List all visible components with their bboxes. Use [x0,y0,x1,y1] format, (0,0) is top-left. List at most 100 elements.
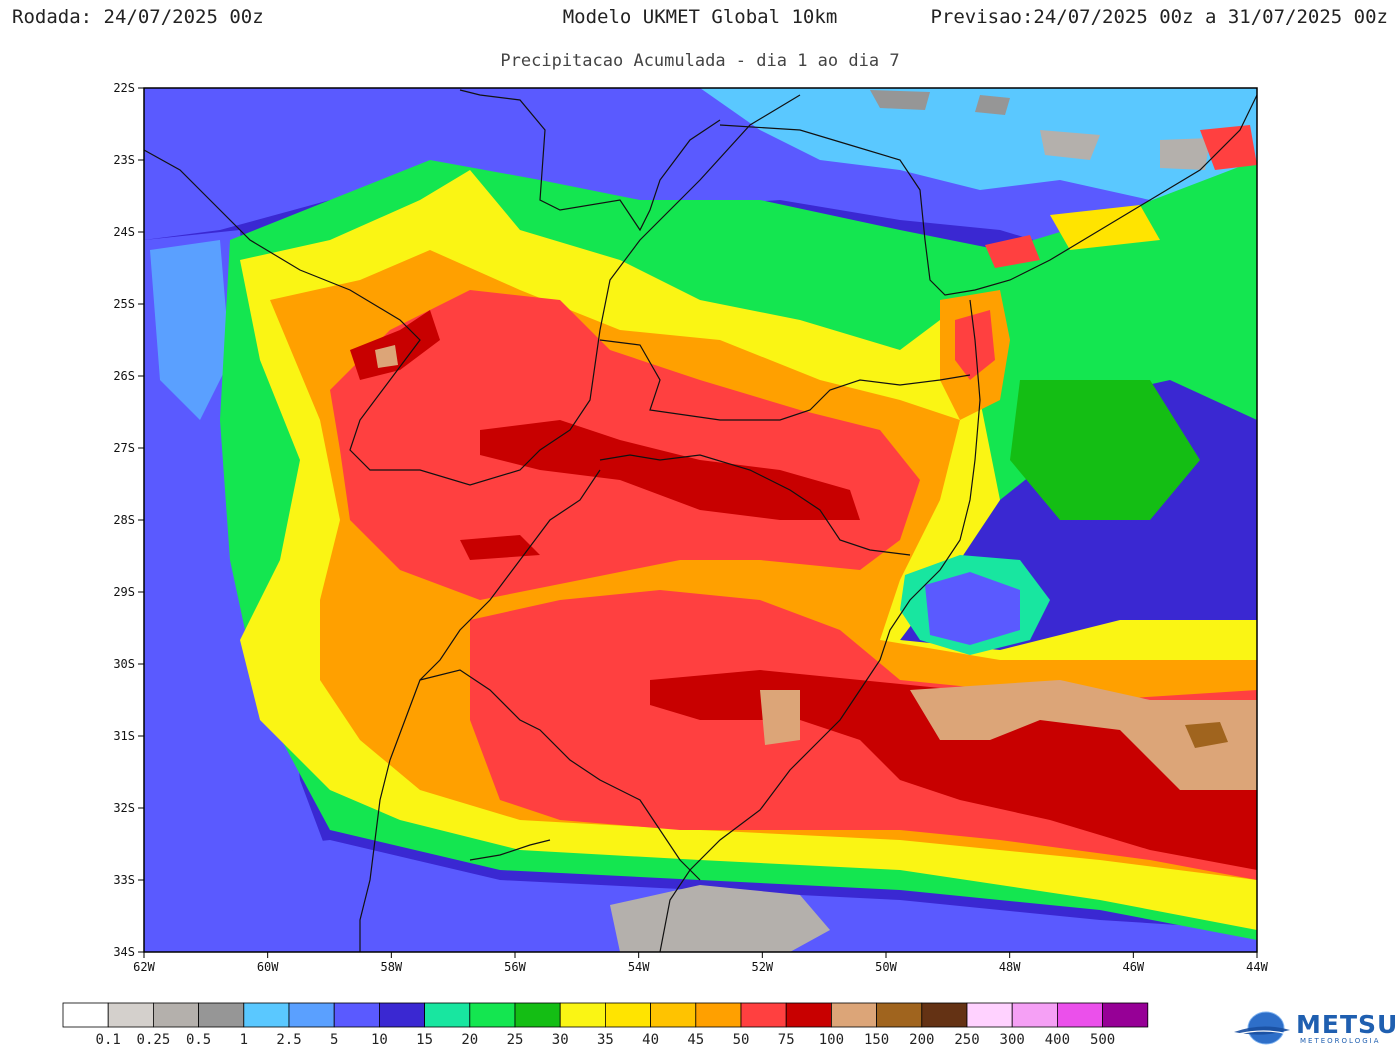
run-value: 24/07/2025 00z [103,6,264,28]
colorbar-swatch [921,1002,968,1028]
colorbar-label: 500 [1090,1032,1115,1048]
globe-icon [1234,1011,1290,1045]
colorbar-label: 200 [909,1032,934,1048]
lat-tick-label: 27S [113,441,135,455]
metsul-logo: METSUL METEOROLOGIA [1232,1004,1400,1050]
latitude-axis: 22S 23S 24S 25S 26S 27S 28S 29S 30S 31S 32S 33S 34S [113,81,144,959]
colorbar-label: 150 [864,1032,889,1048]
forecast-period: Previsao:24/07/2025 00z a 31/07/2025 00z [930,6,1388,28]
forecast-value: 24/07/2025 00z a 31/07/2025 00z [1033,6,1388,28]
colorbar-label: 0.5 [186,1032,211,1048]
colorbar-label: 30 [552,1032,569,1048]
lon-tick-label: 46W [1122,960,1144,974]
colorbar-label: 0.25 [137,1032,171,1048]
colorbar-label: 20 [461,1032,478,1048]
colorbar-swatch [650,1002,697,1028]
precip-region [1185,722,1228,748]
colorbar-label: 45 [687,1032,704,1048]
precip-region [1010,380,1200,520]
colorbar-swatch [62,1002,109,1028]
precip-region [1040,130,1100,160]
precip-region [925,572,1020,645]
precip-region [910,680,1257,790]
colorbar-swatch [469,1002,516,1028]
colorbar-swatch [876,1002,923,1028]
precip-region [150,240,230,420]
colorbar-swatch [831,1002,878,1028]
precip-region [480,420,860,520]
lon-tick-label: 44W [1246,960,1268,974]
run-time: Rodada: 24/07/2025 00z [12,6,264,28]
precip-region [760,690,800,745]
lat-tick-label: 33S [113,873,135,887]
lon-tick-label: 62W [133,960,155,974]
precip-region [1200,125,1257,170]
colorbar-swatch [559,1002,606,1028]
boundaries [143,89,1258,953]
colorbar-swatch [333,1002,380,1028]
lat-tick-label: 25S [113,297,135,311]
colorbar-label: 1 [240,1032,248,1048]
map-subtitle: Precipitacao Acumulada - dia 1 ao dia 7 [500,51,900,71]
colorbar-label: 2.5 [276,1032,301,1048]
colorbar-label: 75 [778,1032,795,1048]
colorbar-swatch [1011,1002,1058,1028]
lat-tick-label: 34S [113,945,135,959]
lat-tick-label: 24S [113,225,135,239]
colorbar-swatch [107,1002,154,1028]
precipitation-field [144,88,1257,952]
lon-tick-label: 48W [999,960,1021,974]
model-title: Modelo UKMET Global 10km [562,6,838,28]
colorbar-swatch [695,1002,742,1028]
colorbar-swatch [966,1002,1013,1028]
colorbar-swatch [1102,1002,1149,1028]
lat-tick-label: 28S [113,513,135,527]
lon-tick-label: 56W [504,960,526,974]
colorbar-swatch [198,1002,245,1028]
lat-tick-label: 22S [113,81,135,95]
colorbar-label: 10 [371,1032,388,1048]
colorbar-label: 300 [1000,1032,1025,1048]
logo-tagline: METEOROLOGIA [1300,1037,1381,1045]
colorbar-swatch [785,1002,832,1028]
colorbar-label: 35 [597,1032,614,1048]
lon-tick-label: 50W [875,960,897,974]
lat-tick-label: 30S [113,657,135,671]
colorbar-swatch [605,1002,652,1028]
colorbar-swatch [378,1002,425,1028]
precip-region [975,95,1010,115]
colorbar-label: 15 [416,1032,433,1048]
lon-tick-label: 52W [751,960,773,974]
lon-tick-label: 60W [257,960,279,974]
colorbar-label: 250 [954,1032,979,1048]
colorbar-swatch [740,1002,787,1028]
lat-tick-label: 32S [113,801,135,815]
colorbar-label: 100 [819,1032,844,1048]
lat-tick-label: 26S [113,369,135,383]
colorbar-label: 400 [1045,1032,1070,1048]
precip-region [375,345,398,368]
precip-region [610,885,830,952]
lat-tick-label: 23S [113,153,135,167]
colorbar-swatch [424,1002,471,1028]
forecast-label: Previsao: [930,6,1034,28]
precip-region [700,88,1257,230]
precip-region [870,90,930,110]
colorbar-label: 25 [507,1032,524,1048]
logo-name: METSUL [1296,1010,1400,1039]
colorbar-swatch [1057,1002,1104,1028]
colorbar-swatch [243,1002,290,1028]
run-label: Rodada: [12,6,93,28]
colorbar-label: 0.1 [96,1032,121,1048]
colorbar-label: 5 [330,1032,338,1048]
colorbar-swatch [152,1002,199,1028]
precip-region [1160,138,1210,170]
lon-tick-label: 58W [380,960,402,974]
colorbar-swatch [288,1002,335,1028]
lon-tick-label: 54W [628,960,650,974]
colorbar-label: 40 [642,1032,659,1048]
precip-region [460,535,540,560]
lat-tick-label: 29S [113,585,135,599]
colorbar-label: 50 [733,1032,750,1048]
